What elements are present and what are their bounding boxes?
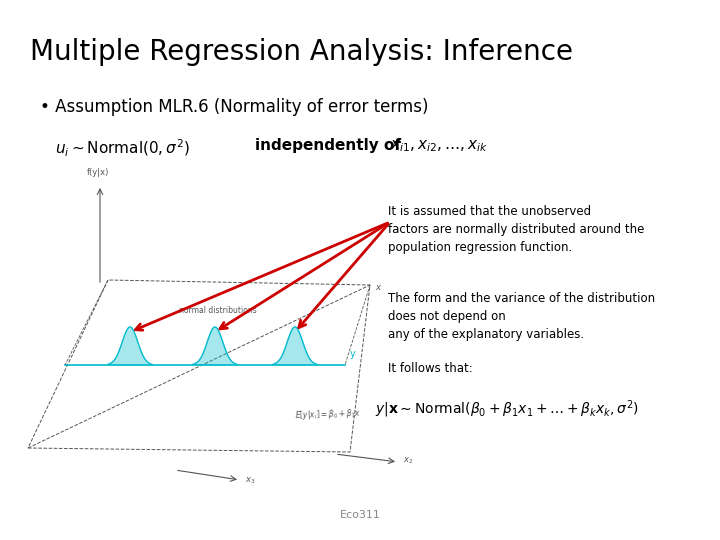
Text: It follows that:: It follows that: (388, 362, 473, 375)
Text: $x_{i1}, x_{i2}, \ldots, x_{ik}$: $x_{i1}, x_{i2}, \ldots, x_{ik}$ (390, 138, 488, 154)
Text: It is assumed that the unobserved
factors are normally distributed around the
po: It is assumed that the unobserved factor… (388, 205, 644, 254)
Polygon shape (193, 327, 237, 365)
Text: $y|\mathbf{x} \sim \mathrm{Normal}(\beta_0 + \beta_1 x_1 + \ldots + \beta_k x_k,: $y|\mathbf{x} \sim \mathrm{Normal}(\beta… (375, 398, 639, 420)
Text: independently of: independently of (255, 138, 401, 153)
Text: $E[y|x_i] = \beta_0 + \beta_1 x$: $E[y|x_i] = \beta_0 + \beta_1 x$ (295, 407, 362, 422)
Text: f(y|x): f(y|x) (87, 168, 109, 177)
Text: • Assumption MLR.6 (Normality of error terms): • Assumption MLR.6 (Normality of error t… (40, 98, 428, 116)
Text: $x_2$: $x_2$ (403, 455, 413, 465)
Text: y: y (350, 349, 356, 359)
Text: The form and the variance of the distribution
does not depend on
any of the expl: The form and the variance of the distrib… (388, 292, 655, 341)
Text: $u_i \sim \mathrm{Normal}(0, \sigma^2)$: $u_i \sim \mathrm{Normal}(0, \sigma^2)$ (55, 138, 190, 159)
Text: $x$: $x$ (375, 283, 382, 292)
Text: Multiple Regression Analysis: Inference: Multiple Regression Analysis: Inference (30, 38, 573, 66)
Polygon shape (108, 327, 152, 365)
Polygon shape (273, 327, 317, 365)
Text: Eco311: Eco311 (340, 510, 380, 520)
Text: $x_3$: $x_3$ (245, 475, 256, 485)
Text: normal distributions: normal distributions (179, 306, 257, 315)
